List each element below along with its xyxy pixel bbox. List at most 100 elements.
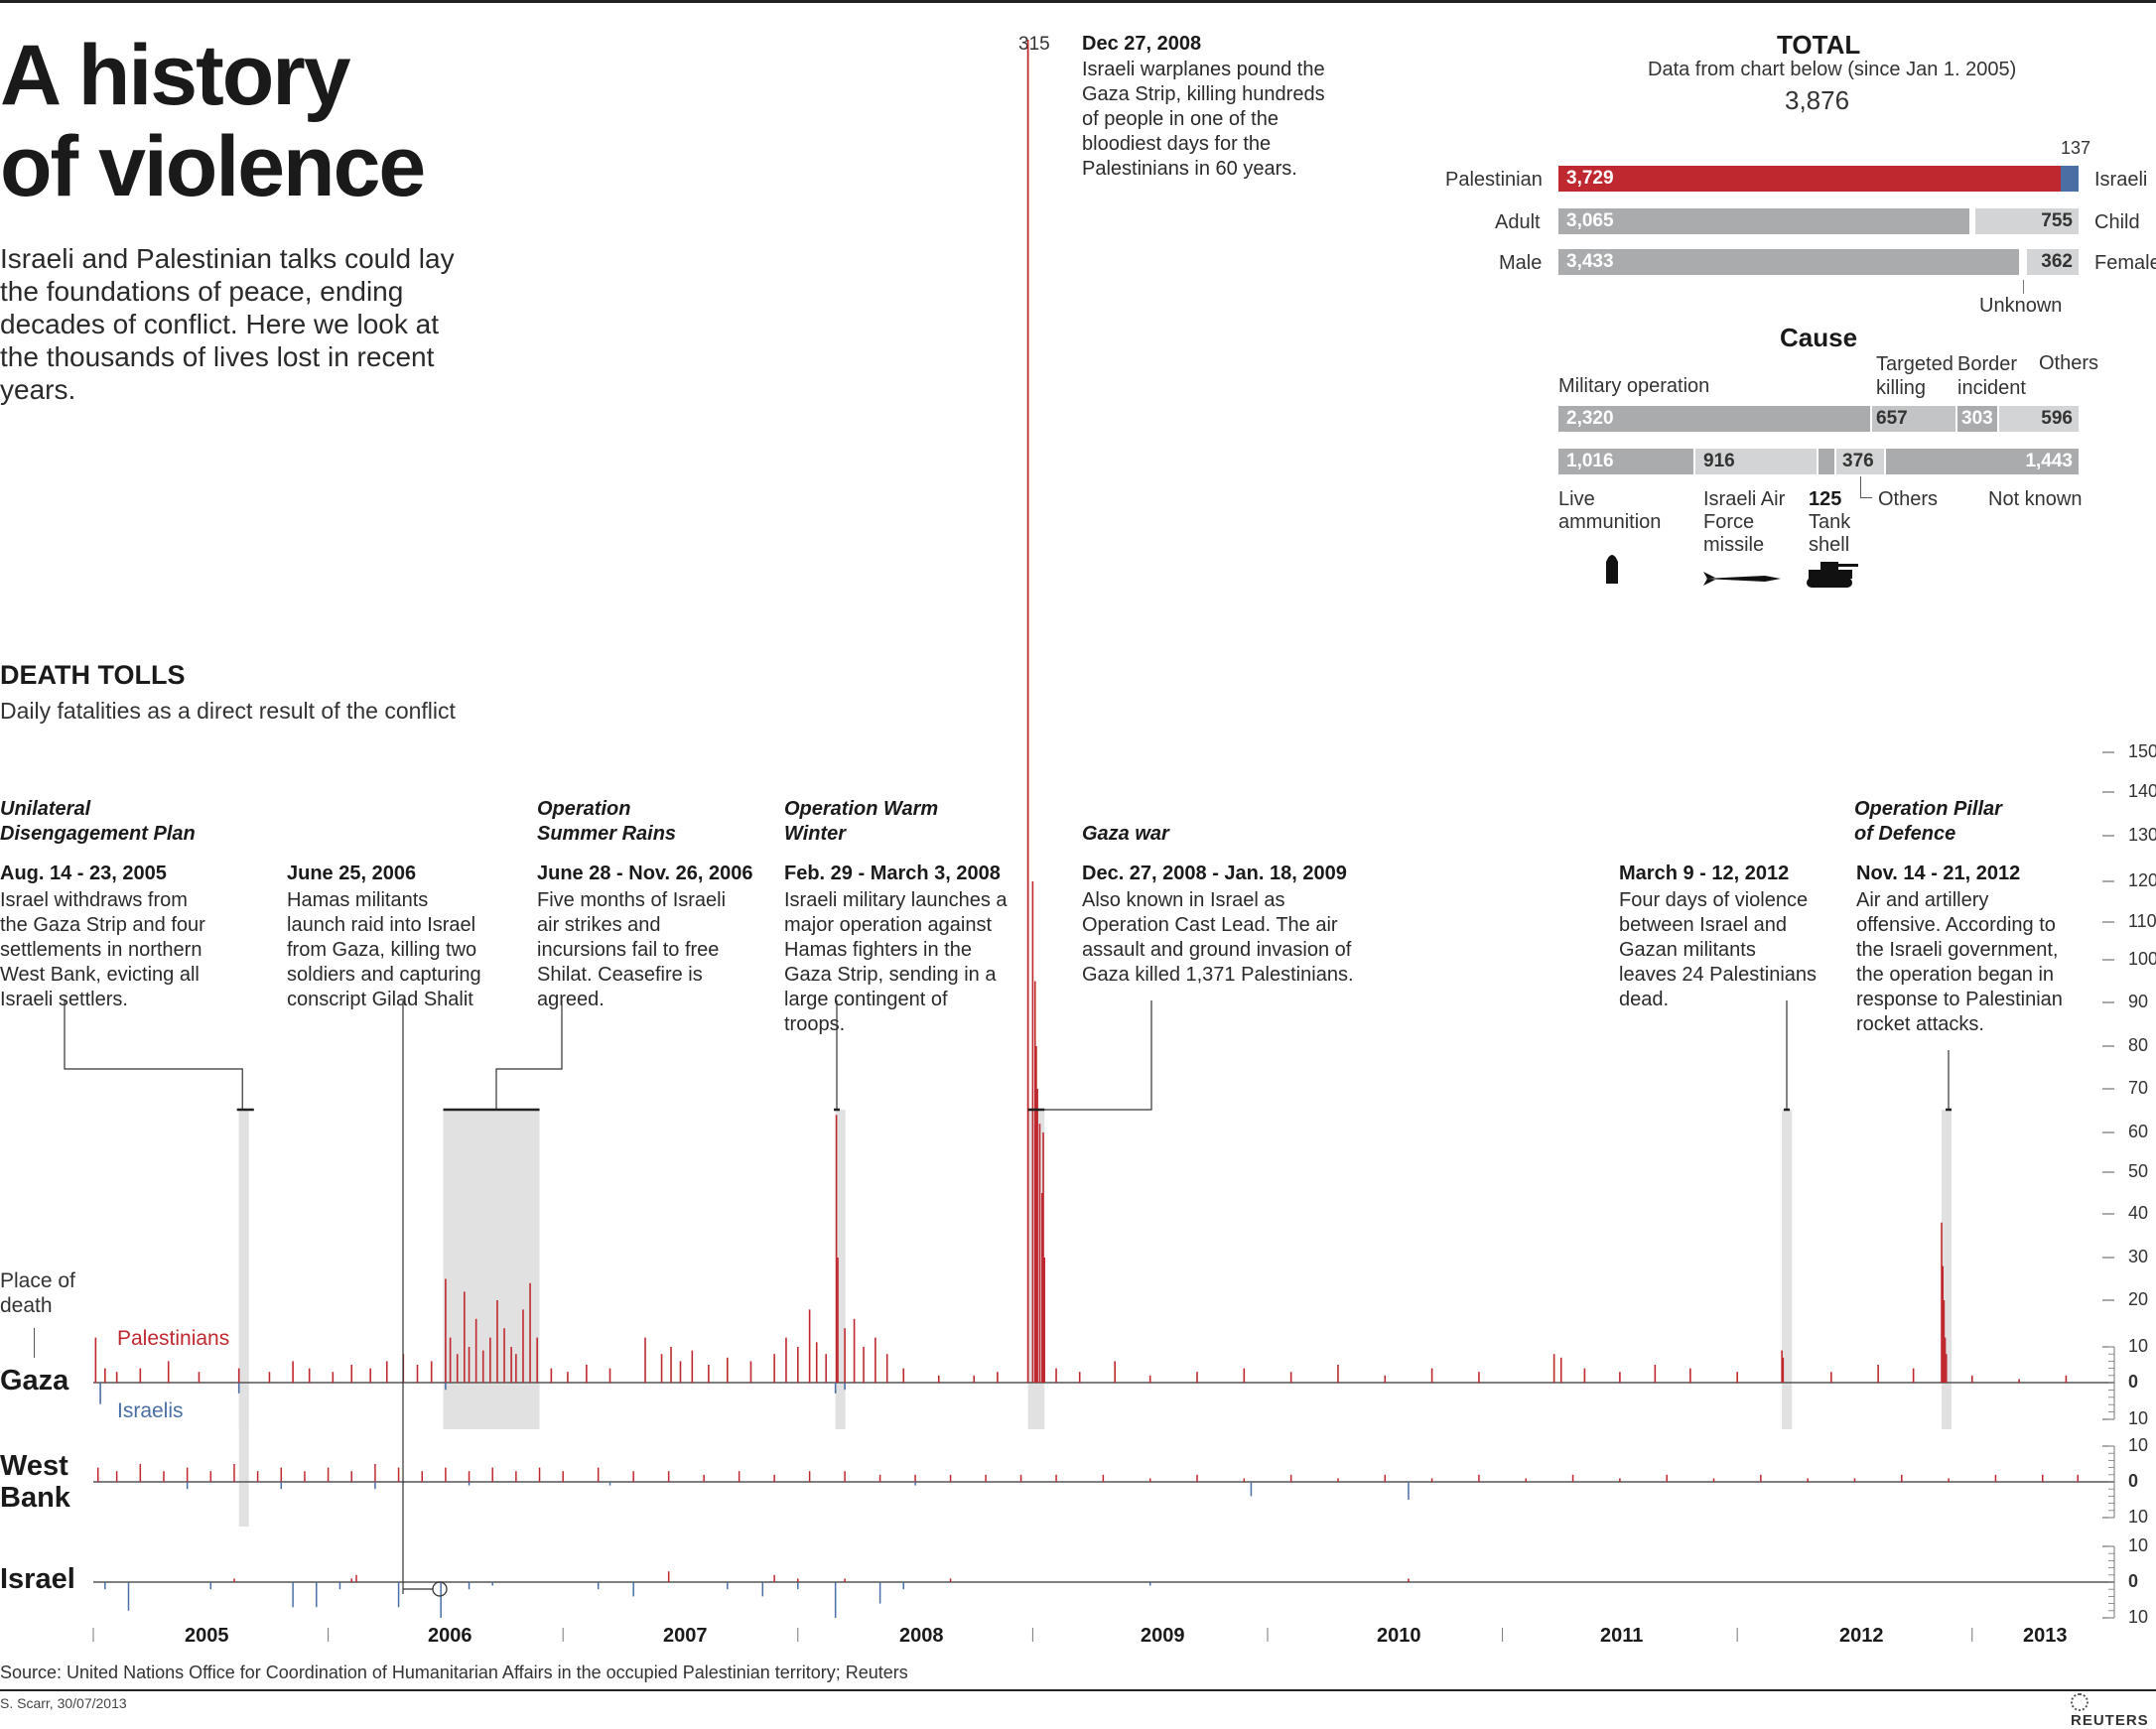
place-israel: Israel [0, 1563, 75, 1595]
y-tick-label: 10 [2128, 1336, 2149, 1356]
annotation-heading-warm-winter: Operation Warm Winter [784, 798, 939, 845]
bar-air-missile: 916 [1695, 449, 1817, 474]
tank-value: 125 [1809, 488, 1842, 510]
tank-icon [1807, 562, 1858, 588]
place-of-death-label: Place of death [0, 1269, 75, 1317]
bullet-icon [1606, 555, 1618, 584]
bar-palestinian-value: 3,729 [1566, 168, 1614, 189]
y-tick-label: 0 [2128, 1571, 2139, 1591]
y-tick-label: 20 [2128, 1289, 2149, 1309]
place-of-death-tick [34, 1328, 35, 1358]
label-live-ammo: Live ammunition [1558, 488, 1662, 533]
event-shade [238, 1110, 249, 1527]
bar-adult-value: 3,065 [1566, 210, 1614, 231]
bar-live-ammo: 1,016 [1558, 449, 1693, 474]
death-tolls-heading: DEATH TOLLS [0, 660, 186, 690]
reuters-logo: REUTERS [2071, 1693, 2156, 1729]
annotation-text-summer-rains: Five months of Israeli air strikes and i… [537, 889, 727, 1010]
event-shade [1782, 1110, 1793, 1429]
year-label: 2009 [1141, 1625, 1185, 1647]
row-label-palestinian: Palestinian [1445, 169, 1543, 191]
y-tick-label: 100 [2128, 949, 2156, 969]
bar-female: 362 [2027, 249, 2079, 275]
place-gaza: Gaza [0, 1365, 69, 1396]
bar-not-known: 1,443 [1886, 449, 2079, 474]
total-subheading: Data from chart below (since Jan 1. 2005… [1648, 59, 2017, 80]
label-air-missile: Israeli Air Force missile [1703, 488, 1786, 556]
year-label: 2005 [185, 1625, 229, 1647]
bar-border-value: 303 [1961, 408, 1993, 429]
bar-female-value: 362 [2041, 251, 2073, 272]
bar-border: 303 [1957, 406, 1997, 432]
total-value: 3,876 [1785, 85, 1850, 115]
row-label-male: Male [1499, 252, 1543, 274]
intro-text: Israeli and Palestinian talks could lay … [0, 243, 455, 405]
year-label: 2013 [2023, 1625, 2068, 1647]
label-tank-shell: Tank shell [1809, 511, 1851, 556]
cause-heading: Cause [1780, 323, 1858, 352]
annotation-leader [495, 1000, 563, 1110]
annotation-text-shalit: Hamas militants launch raid into Israel … [287, 889, 481, 1010]
annotation-leader [64, 1000, 243, 1110]
year-label: 2011 [1600, 1625, 1644, 1647]
bar-targeted-value: 657 [1876, 408, 1908, 429]
year-label: 2006 [428, 1625, 472, 1647]
annotation-heading-pillar: Operation Pillar of Defence [1854, 798, 2002, 845]
annotation-text-pillar: Air and artillery offensive. According t… [1856, 889, 2063, 1035]
bar-child-value: 755 [2041, 210, 2073, 231]
row-label-child: Child [2094, 211, 2140, 233]
bar-weapon-others-value: 376 [1842, 451, 1874, 471]
others-leader-h [1860, 497, 1872, 498]
israeli-count: 137 [2061, 138, 2091, 158]
y-tick-label: 110 [2128, 911, 2156, 931]
y-tick-label: 0 [2128, 1372, 2139, 1392]
cause-label-others: Others [2039, 352, 2099, 374]
bar-tank-shell [1819, 449, 1834, 474]
year-label: 2010 [1377, 1625, 1421, 1647]
y-tick-label: 130 [2128, 825, 2156, 845]
y-tick-label: 10 [2128, 1535, 2149, 1555]
top-rule [0, 0, 2156, 3]
bar-adult: 3,065 [1558, 208, 1969, 234]
y-tick-label: 10 [2128, 1408, 2149, 1428]
bar-israeli [2061, 166, 2079, 192]
missile-icon [1703, 572, 1781, 586]
annotation-date-shalit: June 25, 2006 [287, 863, 417, 884]
page-title: A history of violence [0, 28, 426, 214]
year-label: 2008 [899, 1625, 944, 1647]
bar-targeted: 657 [1872, 406, 1955, 432]
peak-text: Israeli warplanes pound the Gaza Strip, … [1082, 59, 1325, 180]
reuters-logo-mark [2071, 1693, 2089, 1711]
y-tick-label: 30 [2128, 1247, 2149, 1266]
y-tick-label: 70 [2128, 1078, 2149, 1098]
event-shade [835, 1110, 846, 1429]
total-heading: TOTAL [1777, 30, 1861, 60]
legend-palestinians: Palestinians [117, 1327, 230, 1350]
annotation-date-march-2012: March 9 - 12, 2012 [1619, 863, 1790, 884]
unknown-label: Unknown [1979, 295, 2063, 317]
annotation-date-summer-rains: June 28 - Nov. 26, 2006 [537, 863, 753, 884]
y-tick-label: 140 [2128, 781, 2156, 801]
bar-air-missile-value: 916 [1703, 451, 1735, 471]
annotation-date-gaza-war: Dec. 27, 2008 - Jan. 18, 2009 [1082, 863, 1347, 884]
row-label-israeli: Israeli [2094, 169, 2148, 191]
legend-israelis: Israelis [117, 1399, 184, 1422]
reuters-logo-text: REUTERS [2071, 1712, 2149, 1729]
label-weapon-others: Others [1878, 488, 1939, 510]
others-leader [1860, 476, 1861, 498]
event-shade [1942, 1110, 1953, 1429]
annotation-date-disengagement: Aug. 14 - 23, 2005 [0, 863, 167, 884]
year-label: 2007 [663, 1625, 708, 1647]
bar-live-ammo-value: 1,016 [1566, 451, 1614, 471]
bar-cause-others: 596 [1999, 406, 2079, 432]
peak-date: Dec 27, 2008 [1082, 33, 1202, 55]
y-tick-label: 40 [2128, 1203, 2149, 1223]
annotation-text-march-2012: Four days of violence between Israel and… [1619, 889, 1818, 1010]
bar-weapon-others: 376 [1836, 449, 1884, 474]
annotation-heading-disengagement: Unilateral Disengagement Plan [0, 798, 196, 845]
annotation-leader [1032, 1000, 1152, 1111]
y-tick-label: 80 [2128, 1035, 2149, 1055]
y-tick-label: 10 [2128, 1607, 2149, 1627]
annotation-heading-gaza-war: Gaza war [1082, 823, 1169, 845]
